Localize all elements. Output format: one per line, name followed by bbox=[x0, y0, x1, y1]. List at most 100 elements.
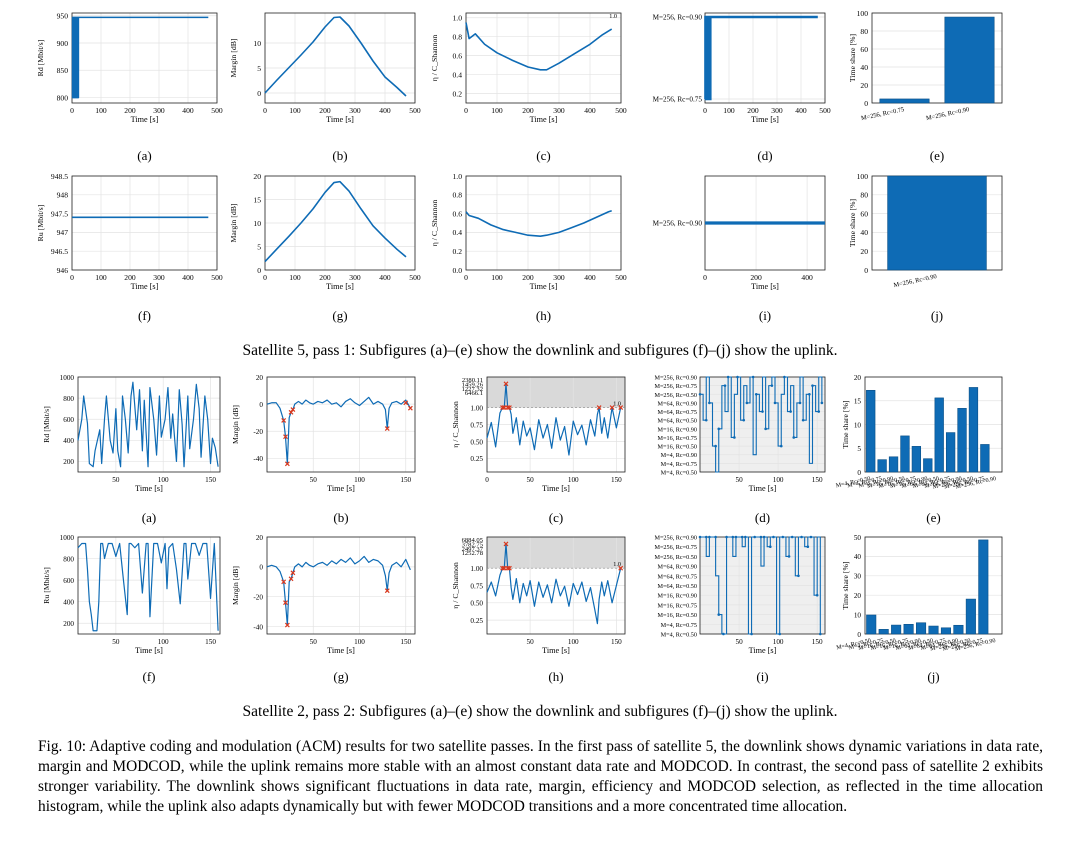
y-tick-label: 0 bbox=[257, 89, 261, 98]
x-axis-label: Time [s] bbox=[751, 115, 779, 124]
bar bbox=[944, 16, 995, 104]
y-axis-label: Margin [dB] bbox=[231, 405, 240, 444]
step-marker bbox=[734, 535, 738, 539]
subfigure-label: (j) bbox=[931, 308, 943, 323]
x-tick-label: 100 bbox=[491, 273, 503, 282]
step-marker bbox=[815, 593, 819, 597]
bar bbox=[877, 459, 887, 473]
axes-box bbox=[264, 175, 416, 271]
y-tick-label: 0 bbox=[857, 469, 861, 477]
step-marker bbox=[745, 401, 749, 405]
axes-box bbox=[699, 536, 826, 635]
axes-box bbox=[486, 376, 626, 473]
y-tick-label: M=256, Rc=0.90 bbox=[653, 14, 703, 22]
bar bbox=[891, 624, 902, 635]
outlier-marker bbox=[283, 600, 288, 606]
x-tick-label: 300 bbox=[349, 273, 361, 282]
y-tick-label: M=64, Rc=0.75 bbox=[658, 573, 697, 580]
bar bbox=[923, 458, 933, 473]
y-axis-label: η / C_Shannon bbox=[451, 401, 460, 448]
axes-box bbox=[77, 536, 221, 635]
y-tick-label: 0 bbox=[257, 266, 261, 275]
annotation-label: 1.0 bbox=[613, 401, 621, 408]
step-marker bbox=[798, 401, 802, 405]
y-tick-label: 1.0 bbox=[453, 14, 463, 23]
outlier-marker bbox=[505, 405, 511, 410]
step-marker bbox=[704, 418, 708, 422]
y-axis-label: Time share [%] bbox=[848, 33, 857, 82]
figure-caption: Fig. 10: Adaptive coding and modulation … bbox=[38, 738, 1043, 815]
subfigure-label: (c) bbox=[549, 510, 563, 525]
line-series bbox=[77, 542, 219, 632]
x-tick-label: 150 bbox=[812, 476, 823, 484]
y-tick-label: M=256, Rc=0.75 bbox=[653, 96, 703, 104]
bar bbox=[965, 598, 976, 635]
y-tick-label: M=64, Rc=0.90 bbox=[658, 400, 697, 407]
y-tick-label-top: 1252.78 bbox=[462, 550, 484, 557]
y-tick-label: 0.8 bbox=[453, 32, 463, 41]
x-tick-label: 100 bbox=[158, 638, 169, 646]
x-tick-label: 50 bbox=[112, 476, 120, 484]
bar bbox=[878, 629, 889, 635]
outlier-marker bbox=[283, 434, 288, 440]
subfigure-label: (a) bbox=[142, 510, 156, 525]
shaded-region bbox=[487, 377, 625, 408]
y-tick-label: 5 bbox=[257, 242, 261, 251]
shaded-region bbox=[487, 537, 625, 569]
subfigure-label: (e) bbox=[930, 148, 944, 163]
x-tick-label: 0 bbox=[703, 273, 707, 282]
y-tick-label: 40 bbox=[860, 63, 868, 72]
step-marker bbox=[773, 401, 777, 405]
y-tick-label: 60 bbox=[860, 209, 868, 218]
y-tick-label: M=64, Rc=0.90 bbox=[658, 564, 697, 571]
y-tick-label: 0.6 bbox=[453, 51, 463, 60]
x-tick-label: 100 bbox=[773, 476, 784, 484]
step-marker bbox=[725, 535, 728, 539]
step-marker bbox=[754, 392, 758, 396]
x-tick-label: 100 bbox=[289, 273, 301, 282]
bar bbox=[888, 456, 899, 473]
outlier-marker bbox=[407, 405, 413, 411]
y-tick-label: M=256, Rc=0.90 bbox=[654, 375, 697, 382]
y-tick-label: 0 bbox=[259, 564, 263, 572]
x-tick-label: 50 bbox=[527, 638, 535, 646]
x-axis-label: Time [s] bbox=[131, 115, 159, 124]
y-tick-label: 200 bbox=[63, 458, 74, 466]
subfigure-label: (i) bbox=[759, 308, 771, 323]
axes-box bbox=[71, 12, 218, 104]
x-tick-label: 0 bbox=[464, 273, 468, 282]
y-tick-label: 946 bbox=[57, 266, 69, 275]
y-tick-label: M=64, Rc=0.75 bbox=[658, 409, 697, 416]
line-series bbox=[264, 180, 407, 263]
y-tick-label: 947.5 bbox=[51, 209, 68, 218]
y-tick-label: M=256, Rc=0.90 bbox=[654, 535, 697, 542]
x-tick-label: 0 bbox=[263, 106, 267, 115]
subfigure-s2_h: 0.25 0.50 0.75 1.00 6884.053782.752497.37125… bbox=[451, 536, 626, 684]
step-marker bbox=[740, 535, 744, 539]
x-axis-label: Time [s] bbox=[135, 484, 163, 493]
bar bbox=[879, 98, 930, 104]
x-axis-label: Time [s] bbox=[542, 646, 570, 655]
outlier-marker bbox=[288, 409, 294, 415]
y-axis-label: η / C_Shannon bbox=[451, 562, 460, 609]
x-tick-label: 0 bbox=[70, 106, 74, 115]
axes-box bbox=[871, 12, 1003, 104]
line-series bbox=[486, 543, 622, 625]
line-series bbox=[77, 381, 219, 468]
x-axis-label: Time [s] bbox=[326, 115, 354, 124]
x-tick-label: 50 bbox=[310, 638, 318, 646]
step-marker bbox=[723, 384, 727, 387]
step-marker bbox=[698, 392, 702, 396]
y-tick-label-top: 1459.26 bbox=[462, 381, 484, 388]
y-tick-label: 947 bbox=[57, 228, 69, 237]
bar bbox=[978, 539, 989, 635]
y-tick-label: M=16, Rc=0.50 bbox=[658, 444, 697, 451]
step-marker bbox=[817, 410, 821, 413]
subfigure-s5_e: 0 20 40 60 80 100 Time share [%] M=256, Rc=0.75… bbox=[848, 9, 1003, 163]
outlier-marker bbox=[403, 400, 409, 406]
x-tick-label: 300 bbox=[771, 106, 783, 115]
y-tick-label: 0.4 bbox=[453, 228, 463, 237]
x-tick-label: 200 bbox=[124, 106, 136, 115]
y-tick-label: 15 bbox=[854, 398, 862, 406]
y-tick-label: 100 bbox=[857, 172, 869, 181]
